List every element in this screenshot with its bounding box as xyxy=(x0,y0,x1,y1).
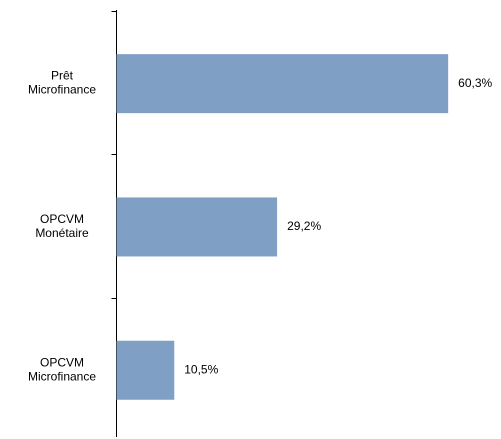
category-label: Prêt Microfinance xyxy=(28,69,96,97)
value-label: 10,5% xyxy=(184,362,218,376)
bar xyxy=(116,340,175,400)
bar xyxy=(116,54,449,114)
value-label: 60,3% xyxy=(458,76,492,90)
bar xyxy=(116,197,278,257)
category-label: OPCVM Monétaire xyxy=(35,212,89,240)
value-label: 29,2% xyxy=(287,219,321,233)
category-label: OPCVM Microfinance xyxy=(28,355,96,383)
